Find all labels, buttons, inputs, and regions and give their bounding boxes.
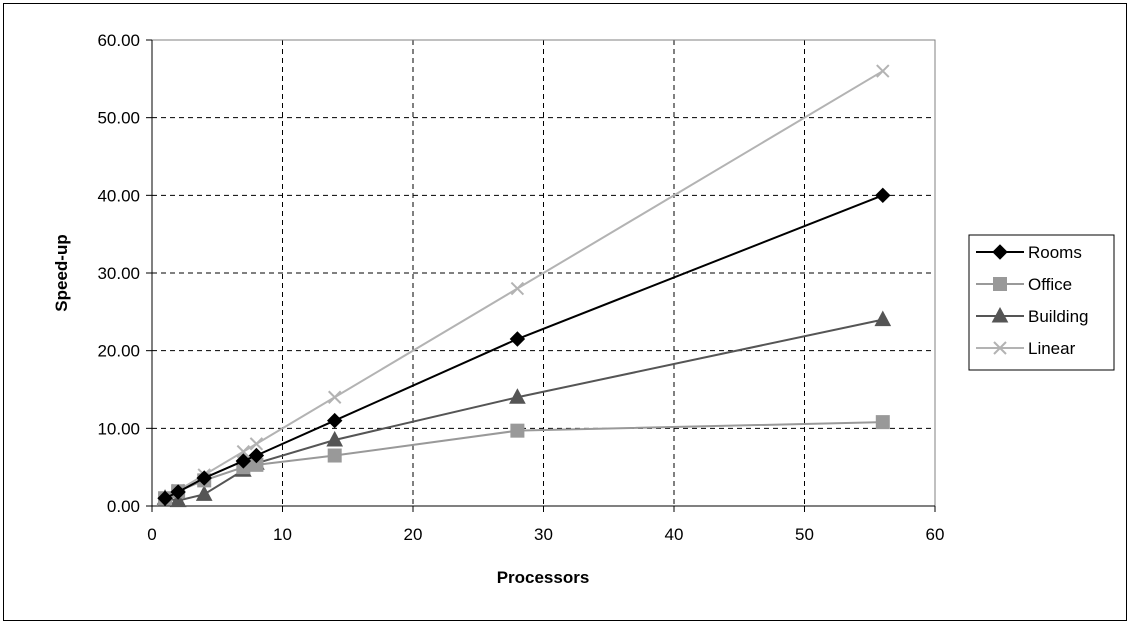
y-tick-label: 60.00	[97, 31, 140, 50]
x-marker-stroke	[327, 390, 342, 404]
data-point-rooms	[875, 187, 891, 204]
x-tick-label: 50	[795, 525, 814, 544]
y-tick-label: 40.00	[97, 186, 140, 205]
data-point-office	[327, 448, 342, 463]
data-point-building	[326, 430, 344, 447]
data-point-rooms	[196, 470, 212, 486]
y-tick-label: 0.00	[107, 497, 140, 516]
data-point-rooms	[509, 331, 526, 347]
data-point-linear	[327, 390, 342, 404]
x-marker-stroke	[236, 444, 251, 459]
data-point-building	[195, 485, 213, 501]
data-point-rooms	[326, 412, 343, 429]
data-point-office	[875, 415, 890, 430]
data-point-linear	[249, 437, 264, 451]
legend-label-office: Office	[1028, 275, 1072, 294]
y-tick-label: 10.00	[97, 419, 140, 438]
x-marker-stroke	[876, 64, 890, 78]
data-point-rooms	[248, 447, 265, 464]
y-tick-label: 30.00	[97, 264, 140, 283]
legend-marker-linear	[993, 341, 1007, 355]
chart-frame	[3, 3, 1127, 621]
data-point-rooms	[157, 490, 173, 506]
x-marker-stroke	[993, 341, 1007, 355]
data-point-rooms	[235, 453, 252, 469]
x-marker-stroke	[249, 437, 264, 451]
x-tick-label: 30	[534, 525, 553, 544]
data-point-office	[510, 423, 525, 438]
legend-label-rooms: Rooms	[1028, 243, 1082, 262]
y-tick-label: 50.00	[97, 109, 140, 128]
data-point-linear	[510, 281, 525, 296]
data-point-building	[874, 310, 892, 327]
series-group	[156, 64, 892, 508]
legend-marker-building	[991, 306, 1009, 323]
data-point-rooms	[170, 484, 186, 500]
legend-label-building: Building	[1028, 307, 1089, 326]
x-tick-label: 40	[665, 525, 684, 544]
x-marker-stroke	[510, 281, 525, 296]
legend: Rooms Office Building Linear	[968, 234, 1115, 371]
x-tick-label: 10	[273, 525, 292, 544]
x-tick-label: 20	[404, 525, 423, 544]
x-tick-label: 60	[926, 525, 945, 544]
legend-label-linear: Linear	[1028, 339, 1076, 358]
axes	[146, 39, 936, 512]
x-tick-label: 0	[147, 525, 156, 544]
data-point-building	[509, 388, 526, 404]
x-axis-title: Processors	[497, 568, 590, 587]
data-point-linear	[236, 444, 251, 459]
y-tick-label: 20.00	[97, 342, 140, 361]
y-axis-title: Speed-up	[52, 234, 71, 311]
data-point-linear	[876, 64, 890, 78]
tick-labels: 0 10 20 30 40 50 60 0.00 10.00 20.00 30.00 40.00 50.…	[97, 31, 944, 544]
legend-marker-rooms	[992, 244, 1008, 260]
legend-marker-office	[993, 277, 1007, 291]
